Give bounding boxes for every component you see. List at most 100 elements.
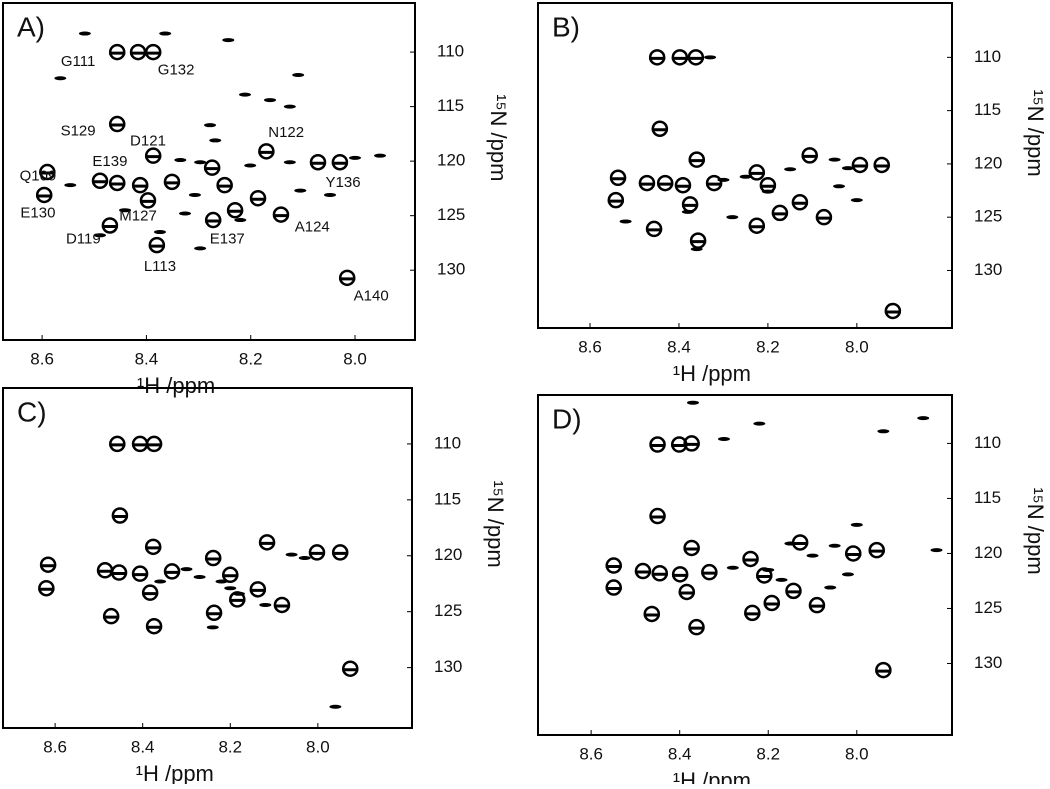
- peak: [739, 174, 752, 179]
- y-tick-label: 120: [974, 153, 1002, 172]
- peak: [298, 556, 311, 560]
- peak: [180, 567, 193, 572]
- assigned-peak: [91, 172, 109, 190]
- assigned-peak: [689, 232, 707, 249]
- assigned-peak: [108, 115, 126, 133]
- residue-label: N122: [268, 124, 304, 141]
- assigned-peak: [204, 211, 222, 229]
- assigned-peak: [845, 545, 862, 562]
- assigned-peak: [39, 163, 56, 181]
- residue-label: L113: [144, 258, 176, 275]
- residue-label: M127: [119, 208, 157, 225]
- assigned-peak: [873, 156, 890, 174]
- assigned-peak: [687, 49, 705, 66]
- plot-frame: [537, 2, 953, 329]
- y-tick-label: 110: [974, 47, 1001, 66]
- peak: [188, 192, 201, 197]
- peak: [179, 211, 192, 216]
- x-tick-label: 8.6: [30, 349, 54, 368]
- y-tick-label: 110: [974, 433, 1001, 452]
- peak: [64, 183, 77, 188]
- y-axis-label: ¹⁵N /ppm: [1023, 487, 1048, 574]
- peak: [841, 572, 854, 577]
- assigned-peak: [705, 174, 723, 192]
- x-tick-label: 8.4: [667, 337, 691, 356]
- assigned-peak: [683, 435, 700, 452]
- peak: [294, 188, 307, 193]
- plot-frame: [2, 2, 416, 341]
- assigned-peak: [681, 196, 699, 213]
- peak: [264, 98, 277, 103]
- assigned-peak: [145, 617, 163, 635]
- residue-label: A140: [354, 287, 389, 304]
- x-tick-label: 8.4: [131, 737, 155, 756]
- peak: [283, 160, 296, 165]
- peak: [824, 585, 837, 590]
- assigned-peak: [108, 174, 126, 192]
- x-tick-label: 8.6: [43, 737, 67, 756]
- assigned-peak: [651, 565, 669, 582]
- assigned-peak: [331, 153, 349, 171]
- peak: [154, 579, 167, 584]
- peak: [850, 522, 863, 527]
- assigned-peak: [205, 604, 223, 622]
- assigned-peak: [144, 147, 162, 164]
- assigned-peak: [216, 176, 233, 194]
- peak: [244, 163, 257, 168]
- assigned-peak: [102, 607, 120, 625]
- peak: [841, 166, 854, 171]
- assigned-peak: [163, 563, 181, 580]
- y-tick-label: 130: [437, 260, 465, 279]
- assigned-peak: [222, 566, 239, 584]
- y-tick-label: 115: [974, 100, 1001, 119]
- assigned-peak: [791, 534, 809, 551]
- assigned-peak: [145, 435, 163, 453]
- assigned-peak: [742, 550, 759, 568]
- y-tick-label: 120: [434, 545, 462, 564]
- peak: [193, 575, 206, 580]
- x-tick-label: 8.0: [343, 349, 367, 368]
- peak: [209, 138, 222, 143]
- assigned-peak: [815, 208, 833, 226]
- assigned-peak: [748, 164, 766, 181]
- assigned-peak: [141, 584, 159, 601]
- peak: [726, 215, 739, 220]
- assigned-peak: [643, 605, 661, 623]
- assigned-peak: [875, 661, 892, 679]
- residue-label: D121: [130, 132, 166, 149]
- assigned-peak: [272, 206, 290, 223]
- assigned-peak: [229, 591, 246, 608]
- assigned-peak: [139, 192, 157, 209]
- assigned-peak: [273, 596, 291, 614]
- residue-label: E139: [92, 153, 127, 170]
- residue-label: E130: [20, 204, 55, 221]
- y-axis-label: ¹⁵N /ppm: [486, 94, 511, 181]
- peak: [234, 218, 247, 223]
- y-tick-label: 115: [974, 488, 1001, 507]
- peak: [784, 167, 797, 172]
- peak: [726, 565, 739, 570]
- x-tick-label: 8.2: [239, 349, 263, 368]
- assigned-peak: [868, 541, 885, 559]
- assigned-peak: [131, 565, 149, 582]
- assigned-peak: [759, 176, 777, 194]
- peak: [119, 208, 132, 213]
- peak: [686, 400, 699, 405]
- x-axis-label: ¹H /ppm: [137, 373, 215, 398]
- assigned-peak: [309, 153, 327, 171]
- peak: [285, 552, 298, 557]
- assigned-peak: [204, 549, 222, 567]
- peak: [828, 157, 841, 162]
- peak: [323, 192, 336, 197]
- y-tick-label: 120: [974, 543, 1002, 562]
- peak: [833, 184, 846, 189]
- peak: [194, 246, 207, 251]
- assigned-peak: [671, 49, 689, 66]
- peak: [194, 160, 207, 165]
- peak: [259, 602, 272, 607]
- assigned-peak: [674, 176, 692, 194]
- x-tick-label: 8.6: [579, 744, 603, 763]
- assigned-peak: [763, 594, 781, 612]
- assigned-peak: [791, 194, 809, 211]
- assigned-peak: [688, 618, 705, 636]
